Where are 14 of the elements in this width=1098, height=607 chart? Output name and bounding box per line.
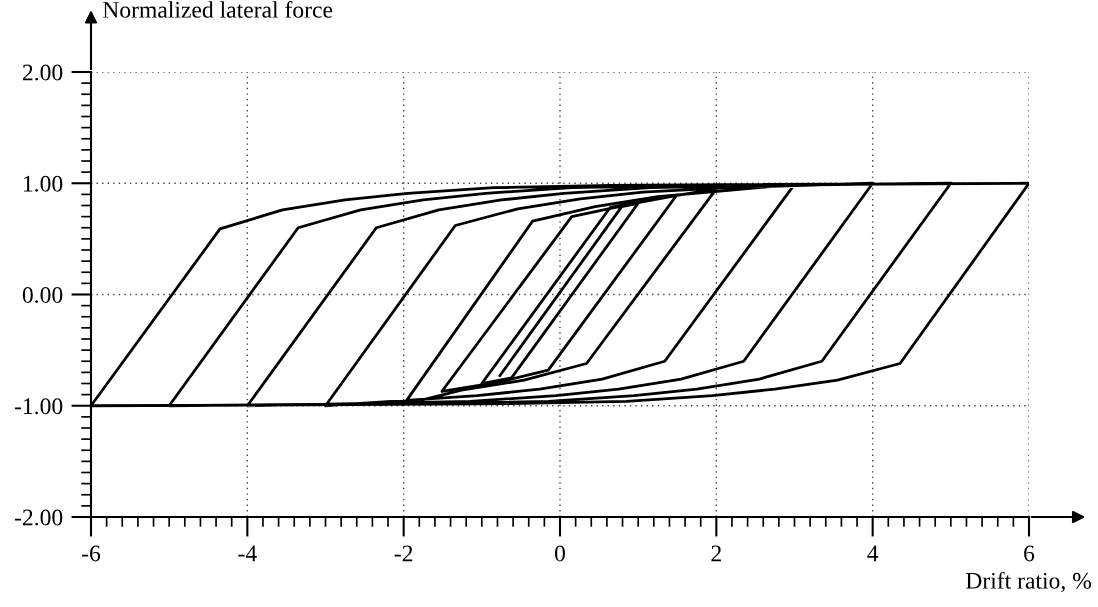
- x-tick-label: 6: [1024, 545, 1035, 562]
- y-tick-label: 0.00: [22, 286, 63, 304]
- x-tick-label: 2: [711, 545, 721, 562]
- y-axis-title: Normalized lateral force: [102, 0, 333, 18]
- x-axis-title: Drift ratio, %: [965, 571, 1092, 593]
- y-tick-label: -2.00: [14, 509, 63, 526]
- x-tick-label: -2: [394, 545, 413, 562]
- y-tick-label: 2.00: [22, 64, 63, 81]
- x-tick-label: -6: [82, 545, 101, 562]
- x-tick-label: 4: [867, 545, 879, 562]
- y-tick-label: 1.00: [23, 175, 63, 192]
- y-tick-label: -1.00: [14, 398, 63, 415]
- x-tick-label: -4: [238, 545, 257, 562]
- x-tick-label: 0: [555, 545, 565, 562]
